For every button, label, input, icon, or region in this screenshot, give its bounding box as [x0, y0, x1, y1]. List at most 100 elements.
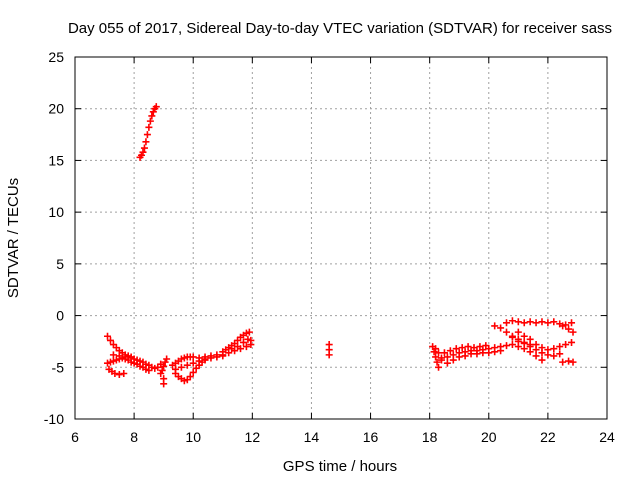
data-point [538, 344, 546, 352]
data-point [152, 103, 160, 111]
data-point [325, 351, 333, 359]
data-point [160, 380, 168, 388]
data-point [186, 373, 194, 381]
data-point [482, 342, 490, 350]
data-point [467, 350, 475, 358]
data-point [443, 353, 451, 361]
x-axis-label: GPS time / hours [283, 458, 397, 475]
data-point [526, 318, 534, 326]
data-point [544, 346, 552, 354]
data-point [189, 368, 197, 376]
x-tick-label: 20 [481, 429, 497, 445]
data-point [148, 112, 156, 120]
data-point [503, 319, 511, 327]
data-point [163, 355, 171, 363]
data-point [532, 352, 540, 360]
y-tick-labels: -10 -5 0 5 10 15 20 25 [44, 49, 64, 427]
data-point [503, 342, 511, 350]
data-point [435, 349, 443, 357]
data-point [458, 344, 466, 352]
y-axis-label: SDTVAR / TECUs [5, 178, 22, 298]
data-point [111, 369, 119, 377]
x-tick-label: 18 [422, 429, 438, 445]
data-point [497, 347, 505, 355]
data-point [520, 338, 528, 346]
data-point [461, 352, 469, 360]
data-point [526, 348, 534, 356]
data-point [437, 356, 445, 364]
data-point [470, 344, 478, 352]
data-point [207, 354, 215, 362]
data-point [562, 341, 570, 349]
y-tick-label: 25 [48, 49, 64, 65]
data-point [225, 349, 233, 357]
data-point [146, 117, 154, 125]
data-point [559, 358, 567, 366]
data-point [550, 345, 558, 353]
data-point [538, 356, 546, 364]
data-point [449, 356, 457, 364]
data-point [569, 358, 577, 366]
data-point [139, 148, 147, 156]
x-tick-label: 24 [599, 429, 615, 445]
x-tick-label: 14 [304, 429, 320, 445]
data-point [195, 357, 203, 365]
data-point [104, 332, 112, 340]
data-point [508, 317, 516, 325]
data-point [440, 349, 448, 357]
data-point [532, 319, 540, 327]
data-point [239, 338, 247, 346]
grid-lines [75, 57, 607, 419]
data-point [435, 363, 443, 371]
data-point [497, 324, 505, 332]
y-tick-label: -5 [52, 359, 65, 375]
data-point [127, 354, 135, 362]
data-point [145, 366, 153, 374]
y-tick-label: 10 [48, 204, 64, 220]
y-tick-label: 5 [56, 256, 64, 272]
data-point [568, 338, 576, 346]
data-point [473, 350, 481, 358]
x-tick-label: 8 [130, 429, 138, 445]
data-point [565, 357, 573, 365]
data-point [508, 332, 516, 340]
data-point [242, 343, 250, 351]
data-point [568, 319, 576, 327]
data-point [245, 328, 253, 336]
data-point [452, 345, 460, 353]
data-point [514, 328, 522, 336]
x-tick-label: 12 [245, 429, 261, 445]
data-points [104, 103, 577, 388]
data-point [120, 369, 128, 377]
y-tick-label: 15 [48, 152, 64, 168]
x-tick-label: 10 [185, 429, 201, 445]
data-point [514, 318, 522, 326]
data-point [115, 352, 123, 360]
data-point [432, 345, 440, 353]
x-tick-labels: 6 8 10 12 14 16 18 20 22 24 [71, 429, 615, 445]
data-point [143, 131, 151, 139]
data-point [106, 336, 114, 344]
data-point [213, 353, 221, 361]
data-point [140, 144, 148, 152]
x-tick-label: 16 [363, 429, 379, 445]
data-point [476, 343, 484, 351]
data-point [142, 138, 150, 146]
data-point [234, 343, 242, 351]
axis-ticks [74, 56, 608, 420]
data-point [183, 361, 191, 369]
data-point [433, 358, 441, 366]
data-point [121, 353, 129, 361]
chart-title: Day 055 of 2017, Sidereal Day-to-day VTE… [68, 20, 612, 37]
data-point [508, 341, 516, 349]
data-point [491, 322, 499, 330]
data-point [514, 343, 522, 351]
data-point [432, 353, 440, 361]
data-point [455, 353, 463, 361]
data-point [520, 345, 528, 353]
x-tick-label: 6 [71, 429, 79, 445]
data-point [503, 328, 511, 336]
x-tick-label: 22 [540, 429, 556, 445]
data-point [189, 353, 197, 361]
